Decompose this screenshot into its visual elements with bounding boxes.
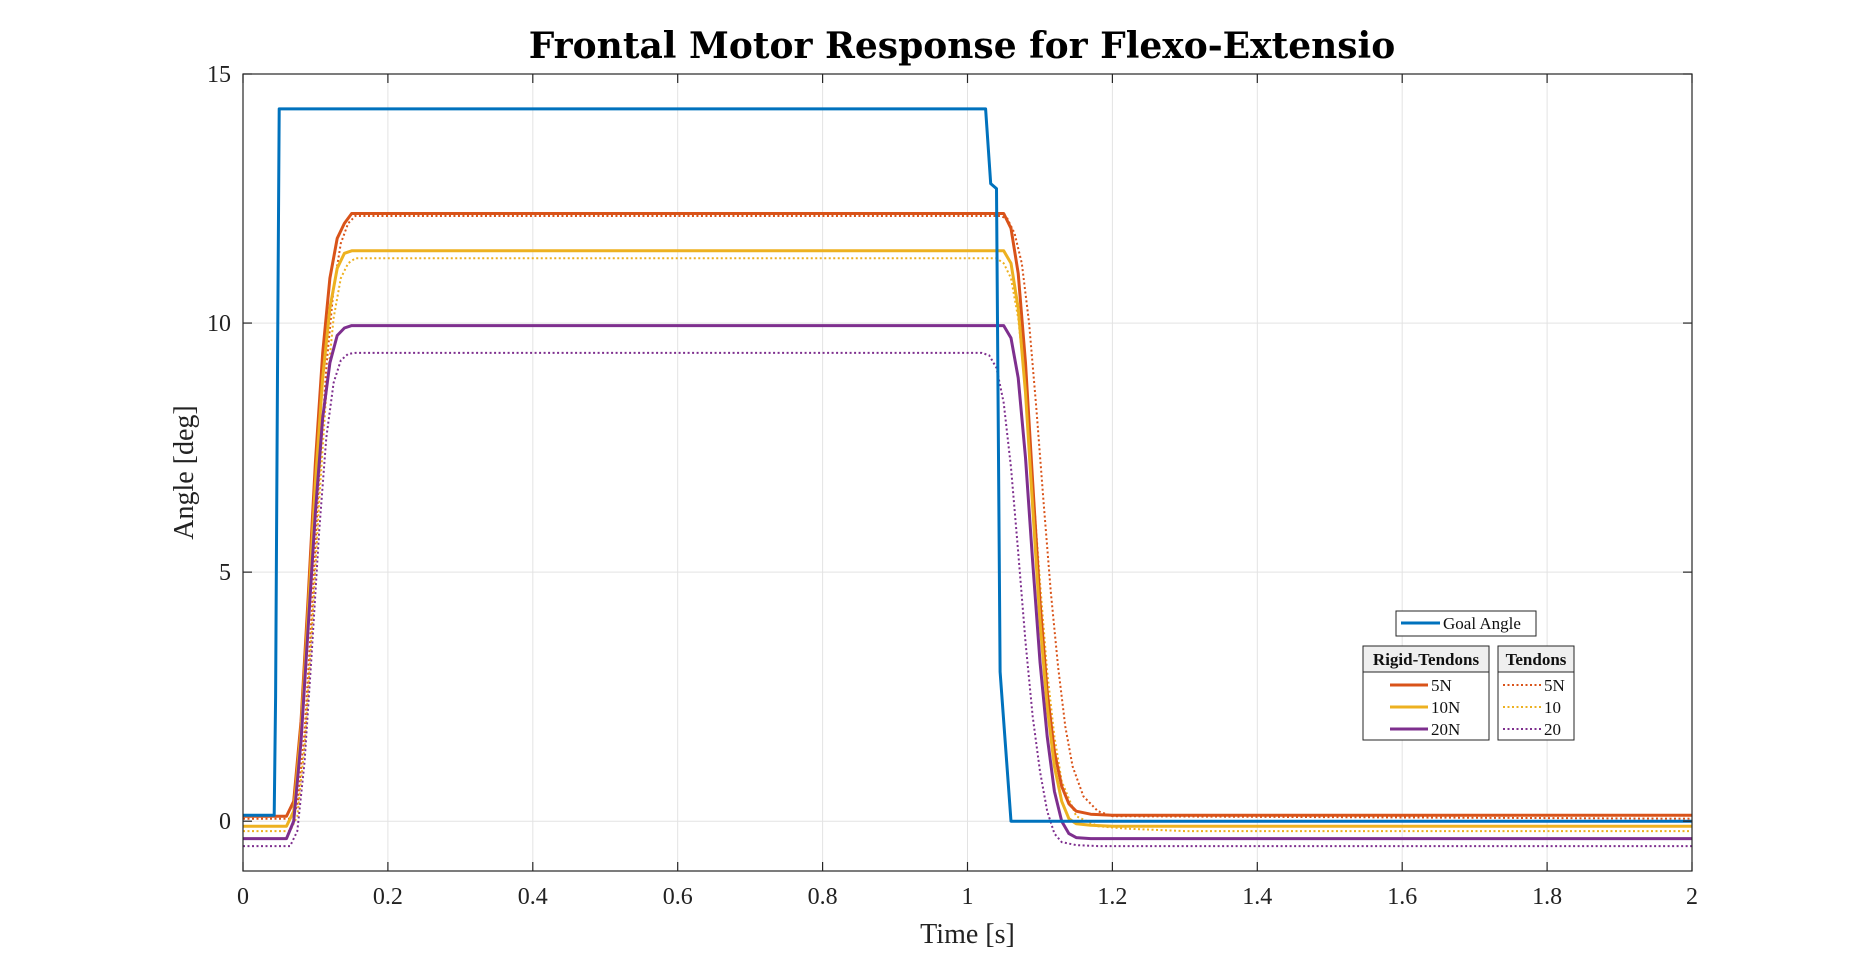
legend-rigid-5n-label: 5N <box>1431 676 1452 695</box>
legend-group-tendons: Tendons 5N 10 20 <box>1497 645 1575 741</box>
x-tick-label: 1.2 <box>1097 884 1127 910</box>
y-tick-label: 0 <box>219 809 231 835</box>
legend-rigid-10n-label: 10N <box>1431 698 1460 717</box>
legend-goal-label: Goal Angle <box>1443 614 1521 633</box>
y-axis-label: Angle [deg] <box>169 405 200 540</box>
y-tick-label: 15 <box>207 62 231 88</box>
legend: Goal Angle Rigid-Tendons 5N 10N 20N Tend… <box>1362 610 1575 741</box>
legend-rigid-20n-label: 20N <box>1431 720 1460 739</box>
x-tick-label: 1.6 <box>1387 884 1417 910</box>
y-tick-label: 10 <box>207 311 231 337</box>
legend-rigid-title: Rigid-Tendons <box>1373 650 1480 669</box>
legend-tendons-20-label: 20 <box>1544 720 1561 739</box>
legend-tendons-header-bg <box>1497 645 1575 673</box>
x-axis-label: Time [s] <box>920 919 1015 950</box>
legend-tendons-10-label: 10 <box>1544 698 1561 717</box>
legend-goal-box: Goal Angle <box>1395 610 1537 637</box>
legend-tendons-title: Tendons <box>1506 650 1567 669</box>
x-tick-label: 0.2 <box>373 884 403 910</box>
legend-tendons-5n-label: 5N <box>1544 676 1565 695</box>
series-line-rigid-tendons-20n <box>243 324 1692 841</box>
series-line-goal-goal-angle <box>243 107 1692 823</box>
x-tick-label: 1 <box>962 884 974 910</box>
x-tick-label: 1.4 <box>1242 884 1272 910</box>
x-tick-label: 2 <box>1686 884 1698 910</box>
x-tick-label: 0.8 <box>808 884 838 910</box>
x-tick-label: 0 <box>237 884 249 910</box>
legend-group-rigid: Rigid-Tendons 5N 10N 20N <box>1362 645 1490 741</box>
x-tick-label: 1.8 <box>1532 884 1562 910</box>
chart-title: Frontal Motor Response for Flexo-Extensi… <box>529 25 1396 67</box>
y-tick-label: 5 <box>219 560 231 586</box>
legend-rigid-header-bg <box>1362 645 1490 673</box>
series-layer <box>243 107 1693 848</box>
x-tick-label: 0.4 <box>518 884 548 910</box>
x-tick-label: 0.6 <box>663 884 693 910</box>
